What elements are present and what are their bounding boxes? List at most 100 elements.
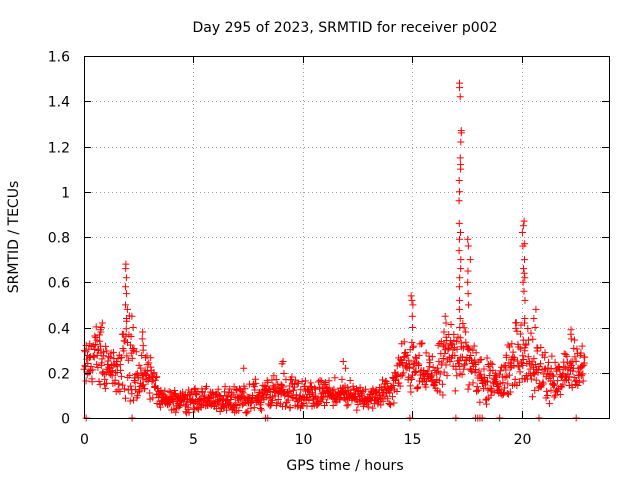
- data-point: [548, 371, 556, 379]
- data-point: [509, 348, 517, 356]
- data-point: [453, 345, 461, 353]
- x-tick-label: 20: [514, 432, 532, 448]
- data-point: [545, 358, 553, 366]
- data-point: [426, 359, 434, 367]
- data-point: [529, 335, 537, 343]
- data-point: [528, 393, 536, 401]
- data-point: [369, 404, 377, 412]
- data-point: [407, 375, 415, 383]
- data-point: [530, 355, 538, 363]
- data-point: [322, 383, 330, 391]
- data-point: [464, 290, 472, 298]
- data-point: [524, 336, 532, 344]
- data-point: [513, 327, 521, 335]
- data-point: [539, 380, 547, 388]
- data-point: [561, 377, 569, 385]
- data-point: [116, 387, 124, 395]
- data-point: [579, 377, 587, 385]
- data-point: [428, 371, 436, 379]
- data-point: [467, 352, 475, 360]
- data-point: [571, 336, 579, 344]
- data-point: [103, 347, 111, 355]
- data-point: [132, 348, 140, 356]
- data-point: [182, 400, 190, 408]
- data-point: [439, 354, 447, 362]
- y-tick-label: 1.6: [48, 50, 70, 66]
- data-point: [226, 385, 234, 393]
- data-point: [320, 389, 328, 397]
- data-point: [516, 368, 524, 376]
- data-point: [410, 342, 418, 350]
- data-point: [331, 374, 339, 382]
- data-point: [82, 341, 90, 349]
- data-point: [456, 188, 464, 196]
- data-point: [239, 389, 247, 397]
- data-point: [91, 340, 99, 348]
- data-point: [457, 256, 465, 264]
- data-point: [150, 369, 158, 377]
- data-point: [185, 409, 193, 417]
- data-point: [281, 402, 289, 410]
- data-point: [307, 379, 315, 387]
- data-point: [520, 217, 528, 225]
- data-point: [250, 404, 258, 412]
- data-point: [418, 339, 426, 347]
- data-point: [102, 342, 110, 350]
- data-point: [442, 361, 450, 369]
- data-point: [570, 344, 578, 352]
- data-point: [532, 305, 540, 313]
- data-point: [464, 385, 472, 393]
- data-point: [519, 352, 527, 360]
- data-point: [455, 283, 463, 291]
- data-point: [117, 366, 125, 374]
- data-point: [531, 324, 539, 331]
- data-point: [455, 219, 463, 227]
- data-point: [457, 165, 465, 173]
- x-tick-label: 0: [80, 432, 89, 448]
- data-point: [489, 366, 497, 374]
- grid-lines: [84, 56, 609, 418]
- data-point: [447, 321, 455, 329]
- data-point: [162, 395, 170, 403]
- data-point: [346, 376, 354, 384]
- data-point: [353, 406, 361, 414]
- data-point: [100, 352, 108, 360]
- data-point: [364, 403, 372, 411]
- data-point: [388, 393, 396, 401]
- data-point: [439, 391, 447, 399]
- data-point: [520, 319, 528, 327]
- data-point: [501, 384, 509, 392]
- data-point: [135, 388, 143, 396]
- data-point: [520, 265, 528, 273]
- data-point: [128, 312, 136, 320]
- data-point: [231, 408, 239, 416]
- data-point: [465, 301, 473, 309]
- data-point: [114, 386, 122, 394]
- data-point: [172, 390, 180, 398]
- data-point: [466, 345, 474, 353]
- data-point: [139, 346, 147, 354]
- data-point: [514, 357, 522, 365]
- data-point: [278, 360, 286, 368]
- data-point: [118, 354, 126, 362]
- data-point: [522, 340, 530, 348]
- data-point: [315, 398, 323, 406]
- data-point: [414, 383, 422, 391]
- data-point: [316, 376, 324, 384]
- data-point: [279, 383, 287, 391]
- data-point: [223, 406, 231, 414]
- data-point: [533, 347, 541, 355]
- data-point: [138, 335, 146, 343]
- data-point: [96, 331, 104, 339]
- data-point: [578, 372, 586, 380]
- data-point: [270, 372, 278, 380]
- data-point: [474, 386, 482, 394]
- data-point: [290, 386, 298, 394]
- data-point: [148, 377, 156, 385]
- data-point: [515, 363, 523, 371]
- data-point: [456, 296, 464, 304]
- data-point: [400, 338, 408, 346]
- data-point: [302, 377, 310, 385]
- data-point: [243, 409, 251, 417]
- data-point: [314, 378, 322, 386]
